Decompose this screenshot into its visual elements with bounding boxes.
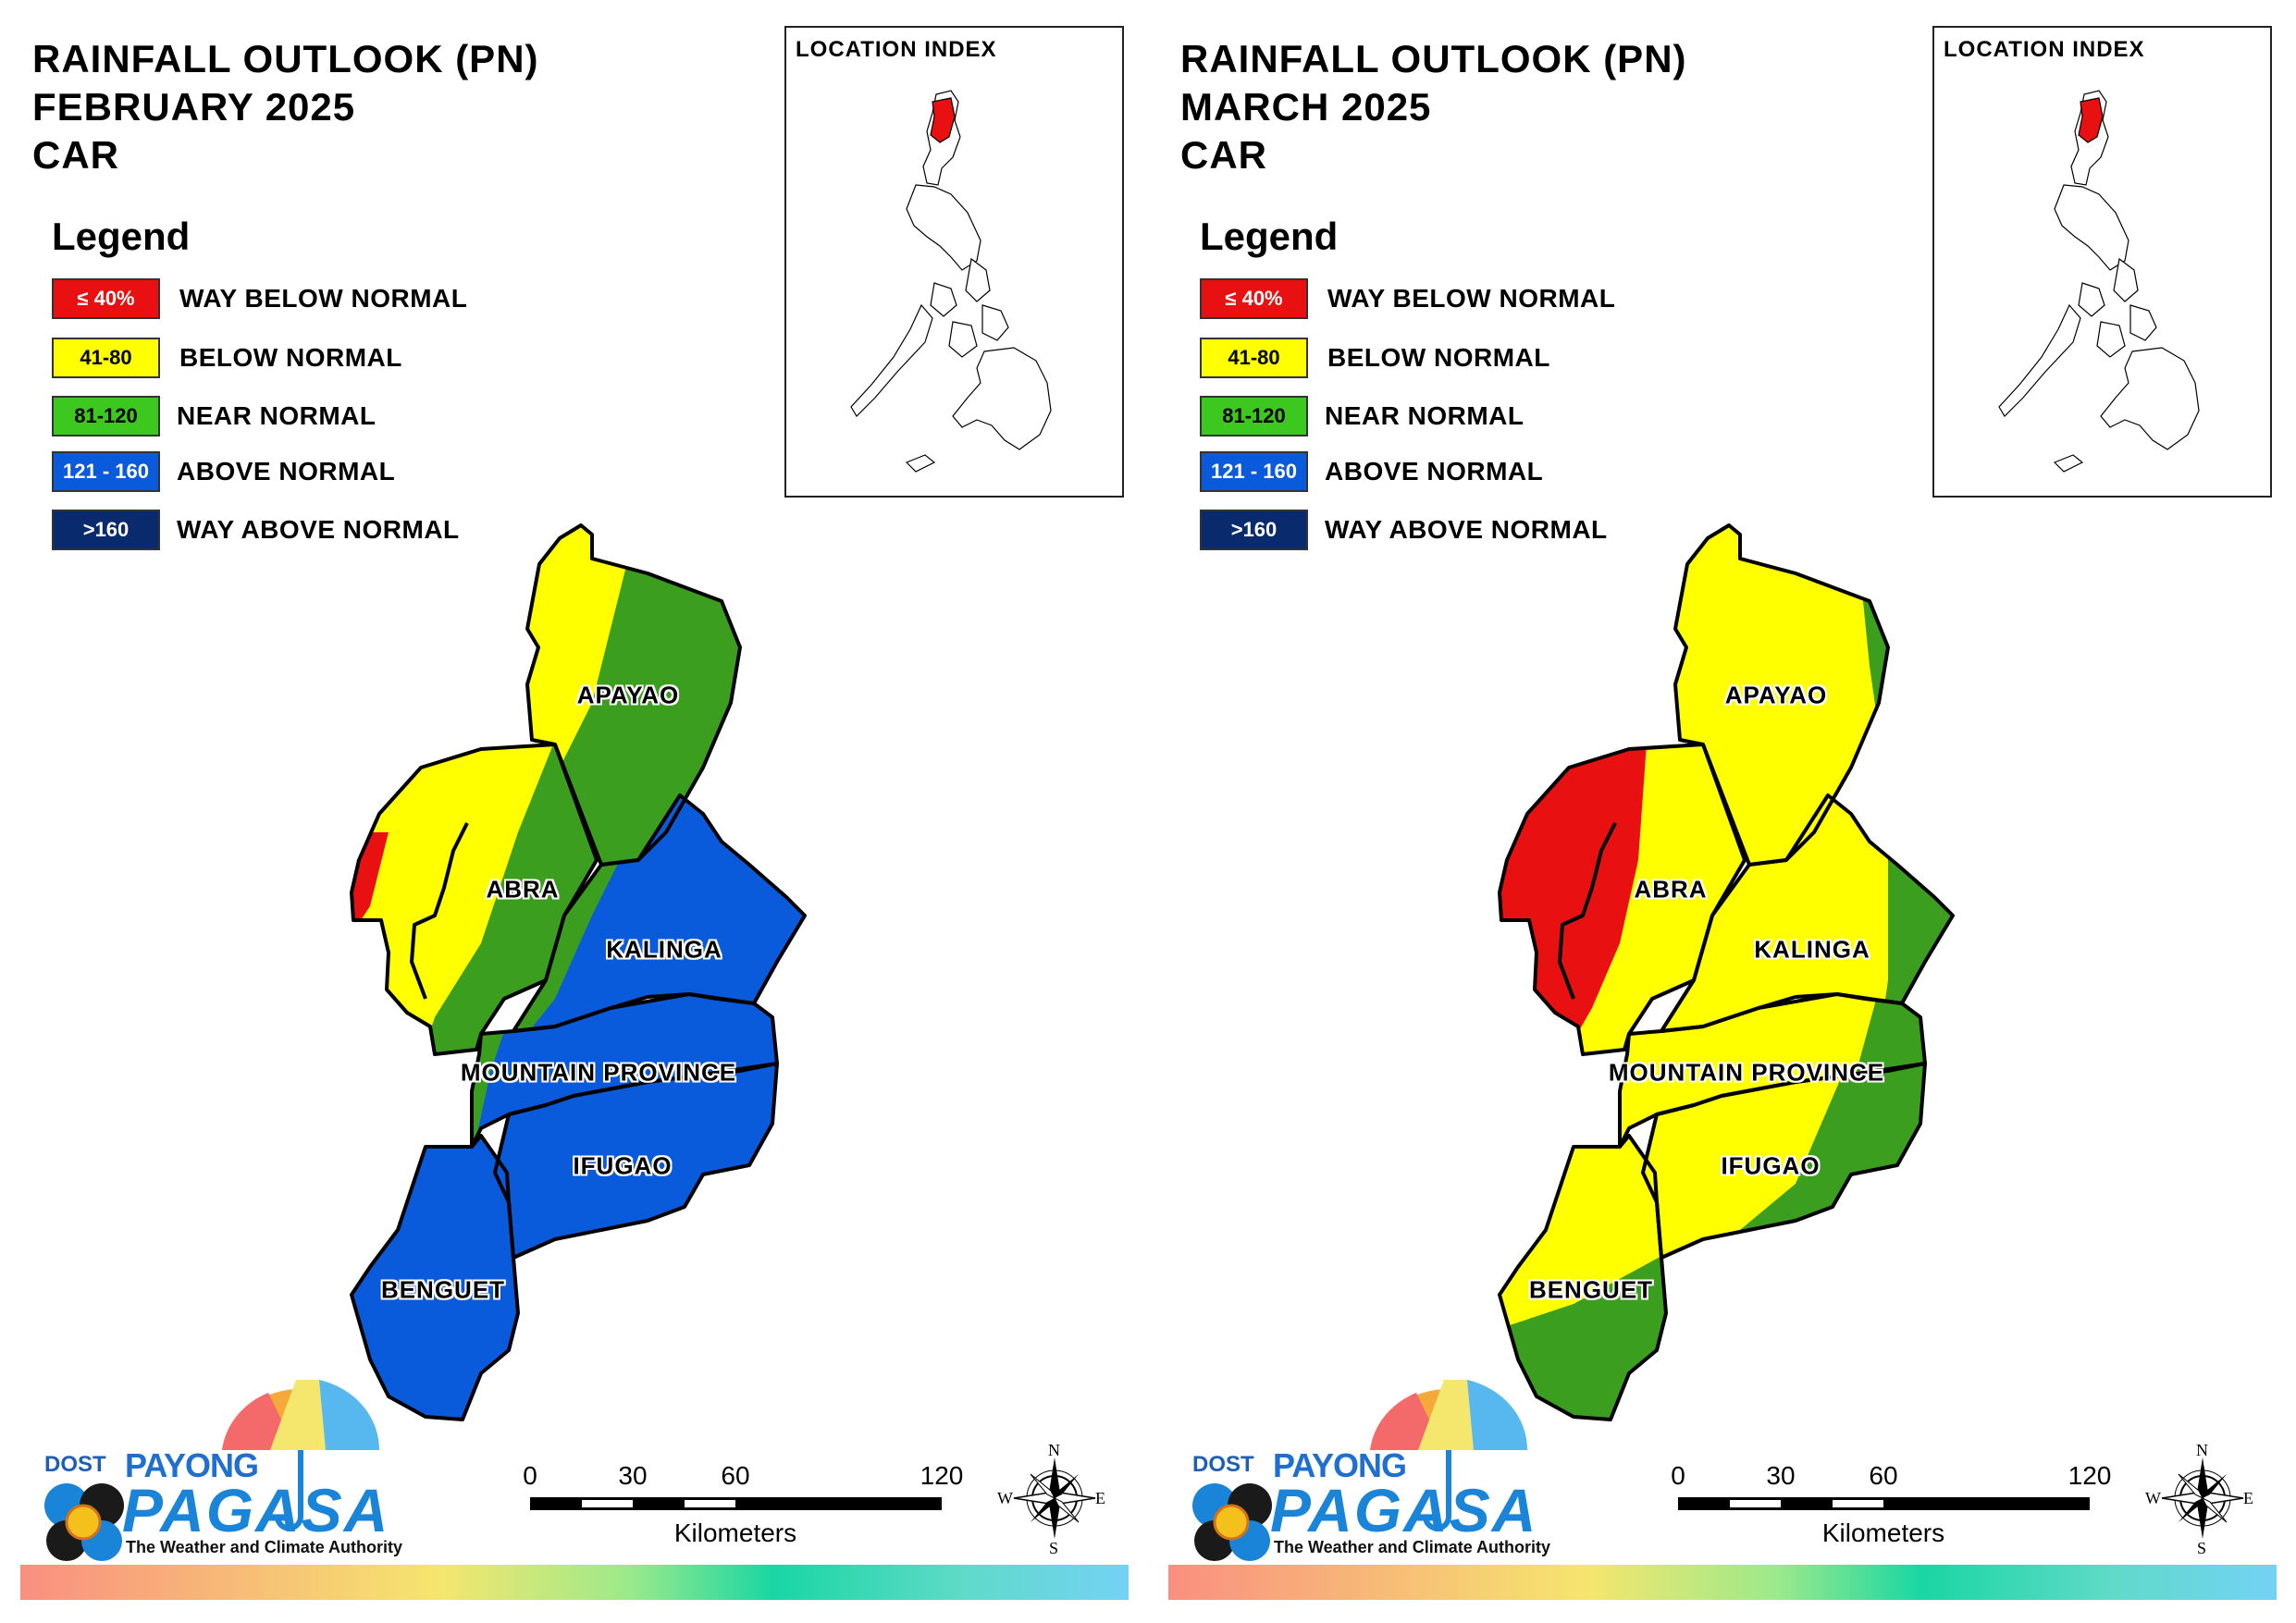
scale-tick-0: 0 <box>523 1461 537 1490</box>
footer-gradient-bar <box>1168 1565 2277 1600</box>
location-index-inset: LOCATION INDEX <box>1932 26 2272 498</box>
legend-label: ABOVE NORMAL <box>1325 457 1544 486</box>
compass-n: N <box>2196 1441 2208 1459</box>
legend-title: Legend <box>1200 215 1339 258</box>
map-title: RAINFALL OUTLOOK (PN) FEBRUARY 2025 CAR <box>32 35 539 179</box>
scale-tick-120: 120 <box>2068 1461 2112 1490</box>
legend-title: Legend <box>52 215 191 258</box>
logo-tagline: The Weather and Climate Authority <box>126 1538 403 1556</box>
title-line-2: FEBRUARY 2025 <box>32 85 356 129</box>
province-borders <box>1498 523 1955 1421</box>
logo-payong: PAYONG <box>1273 1446 1407 1484</box>
legend-swatch: >160 <box>52 510 160 550</box>
legend-swatch: 121 - 160 <box>1200 451 1308 492</box>
legend-swatch: 81-120 <box>1200 396 1308 436</box>
inset-title: LOCATION INDEX <box>796 37 997 62</box>
scale-tick-30: 30 <box>1766 1461 1796 1490</box>
logo-dost: DOST <box>1192 1452 1254 1477</box>
compass-s: S <box>2197 1539 2207 1557</box>
legend-swatch: 41-80 <box>1200 338 1308 378</box>
title-line-1: RAINFALL OUTLOOK (PN) <box>32 37 539 80</box>
logo-tagline: The Weather and Climate Authority <box>1274 1538 1551 1556</box>
logo-pagasa: PAGASA <box>122 1476 390 1544</box>
legend-label: WAY BELOW NORMAL <box>1327 284 1616 313</box>
compass-w: W <box>2145 1489 2161 1507</box>
logo-payong: PAYONG <box>125 1446 259 1484</box>
location-index-inset: LOCATION INDEX <box>784 26 1124 498</box>
legend-label: WAY ABOVE NORMAL <box>1325 515 1608 544</box>
scale-tick-60: 60 <box>721 1461 750 1490</box>
province-label-mountain-province: MOUNTAIN PROVINCE <box>460 1058 737 1087</box>
legend-label: NEAR NORMAL <box>177 401 376 430</box>
logo-dost: DOST <box>44 1452 106 1477</box>
compass-w: W <box>997 1489 1013 1507</box>
legend-swatch: >160 <box>1200 510 1308 550</box>
legend-swatch: ≤ 40% <box>1200 278 1308 319</box>
logo-pagasa: PAGASA <box>1270 1476 1538 1544</box>
title-line-3: CAR <box>1180 133 1267 177</box>
province-label-apayao: APAYAO <box>576 681 680 709</box>
philippines-outline-map <box>1998 90 2200 473</box>
legend-label: WAY BELOW NORMAL <box>179 284 468 313</box>
legend-label: BELOW NORMAL <box>179 343 402 372</box>
compass-s: S <box>1049 1539 1059 1557</box>
compass-rose-icon <box>2161 1457 2244 1539</box>
title-line-1: RAINFALL OUTLOOK (PN) <box>1180 37 1687 80</box>
scale-tick-60: 60 <box>1869 1461 1898 1490</box>
philippines-outline-map <box>850 90 1052 473</box>
car-province-map <box>1192 523 2244 1561</box>
legend-label: ABOVE NORMAL <box>177 457 396 486</box>
province-label-ifugao: IFUGAO <box>573 1151 673 1180</box>
legend-swatch: 121 - 160 <box>52 451 160 492</box>
scale-tick-30: 30 <box>618 1461 648 1490</box>
province-borders <box>350 523 807 1421</box>
legend-label: WAY ABOVE NORMAL <box>177 515 460 544</box>
compass-rose-icon <box>1013 1457 1096 1539</box>
province-label-mountain-province: MOUNTAIN PROVINCE <box>1608 1058 1885 1087</box>
province-label-apayao: APAYAO <box>1724 681 1828 709</box>
legend-swatch: ≤ 40% <box>52 278 160 319</box>
pagasa-logo-graphic <box>1192 1380 1528 1561</box>
province-label-benguet: BENGUET <box>380 1275 506 1304</box>
title-line-2: MARCH 2025 <box>1180 85 1432 129</box>
scale-unit: Kilometers <box>673 1518 797 1547</box>
scale-tick-0: 0 <box>1671 1461 1685 1490</box>
compass-n: N <box>1048 1441 1060 1459</box>
scale-bar <box>530 1497 942 1510</box>
province-label-ifugao: IFUGAO <box>1721 1151 1821 1180</box>
panel-february: RAINFALL OUTLOOK (PN) FEBRUARY 2025 CAR … <box>20 26 1129 1600</box>
panel-march: RAINFALL OUTLOOK (PN) MARCH 2025 CAR Leg… <box>1148 0 2296 1623</box>
scale-tick-120: 120 <box>920 1461 964 1490</box>
car-province-map <box>44 523 1096 1561</box>
scale-bar <box>1678 1497 2090 1510</box>
compass-e: E <box>1095 1489 1105 1507</box>
province-label-kalinga: KALINGA <box>606 935 722 964</box>
compass-e: E <box>2243 1489 2253 1507</box>
map-title: RAINFALL OUTLOOK (PN) MARCH 2025 CAR <box>1180 35 1687 179</box>
province-label-abra: ABRA <box>486 875 560 904</box>
footer-gradient-bar <box>20 1565 1129 1600</box>
legend-swatch: 41-80 <box>52 338 160 378</box>
inset-title: LOCATION INDEX <box>1944 37 2145 62</box>
title-line-3: CAR <box>32 133 119 177</box>
province-label-benguet: BENGUET <box>1528 1275 1654 1304</box>
legend-label: BELOW NORMAL <box>1327 343 1550 372</box>
legend-swatch: 81-120 <box>52 396 160 436</box>
province-label-abra: ABRA <box>1634 875 1708 904</box>
pagasa-logo-graphic <box>44 1380 380 1561</box>
province-label-kalinga: KALINGA <box>1754 935 1870 964</box>
legend-label: NEAR NORMAL <box>1325 401 1524 430</box>
scale-unit: Kilometers <box>1821 1518 1945 1547</box>
